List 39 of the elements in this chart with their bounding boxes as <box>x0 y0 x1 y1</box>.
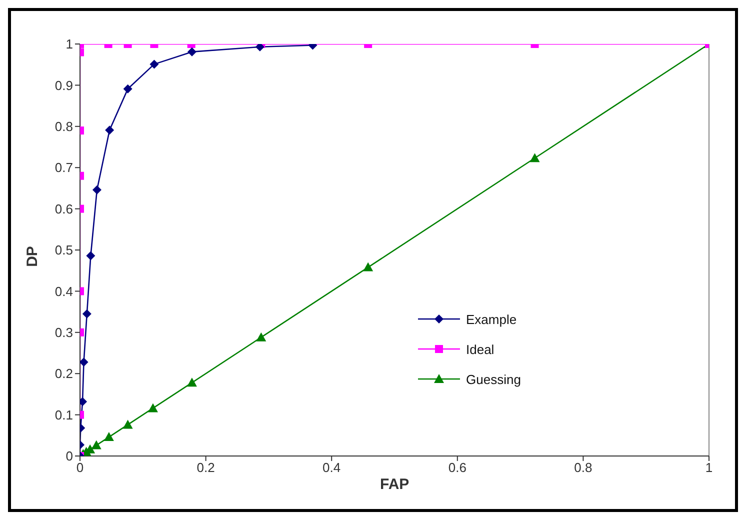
x-tick-label: 0.2 <box>196 460 215 476</box>
y-tick-label: 0.2 <box>54 366 73 382</box>
legend-label: Ideal <box>466 342 494 356</box>
x-tick-label: 1 <box>705 460 713 476</box>
x-tick-label: 0.6 <box>448 460 466 476</box>
y-tick-label: 0.7 <box>54 160 73 176</box>
legend-label: Example <box>466 312 517 326</box>
y-tick-label: 0.9 <box>54 78 73 93</box>
y-axis-title: DP <box>24 246 41 267</box>
point <box>105 126 114 135</box>
point <box>187 47 196 56</box>
y-tick-label: 0.8 <box>54 119 73 134</box>
point <box>530 153 540 162</box>
point <box>123 84 132 94</box>
point <box>82 309 92 318</box>
point <box>186 378 197 387</box>
point <box>122 420 133 429</box>
point <box>150 60 159 69</box>
point <box>148 403 158 412</box>
y-tick-label: 0.6 <box>54 201 73 216</box>
x-tick-label: 0 <box>76 460 84 476</box>
point <box>256 332 266 342</box>
y-tick-label: 0.5 <box>54 242 73 258</box>
x-tick-label: 0.8 <box>574 460 592 476</box>
point <box>255 44 264 52</box>
legend-label: Guessing <box>466 372 521 386</box>
point <box>92 185 102 194</box>
point <box>86 251 96 260</box>
y-tick-label: 0.1 <box>54 407 73 422</box>
y-tick-label: 0 <box>66 448 73 464</box>
x-tick-label: 0.4 <box>322 460 341 476</box>
point <box>104 432 114 442</box>
y-tick-label: 0.4 <box>54 284 73 299</box>
y-tick-label: 1 <box>66 36 73 52</box>
point <box>80 358 88 367</box>
y-tick-label: 0.3 <box>54 325 73 340</box>
x-axis-title: FAP <box>380 476 410 493</box>
point <box>363 262 374 272</box>
point <box>91 440 102 450</box>
